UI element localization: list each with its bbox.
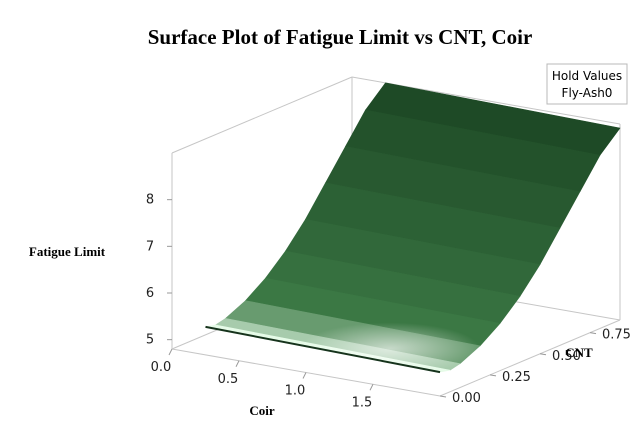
x-tick xyxy=(235,360,240,367)
z-tick-label: 8 xyxy=(146,193,154,208)
y-tick-label: 0.00 xyxy=(452,391,481,406)
axis-ticks: 5 6 7 8 0.0 0.5 1.0 1.5 0.00 0.25 0.50 0.75 xyxy=(146,193,631,411)
y-tick xyxy=(489,374,497,377)
box-edge-left-top xyxy=(171,76,353,154)
x-axis-label: Coir xyxy=(249,403,275,418)
z-axis-label: Fatigue Limit xyxy=(29,244,106,259)
x-tick-label: 0.5 xyxy=(218,372,239,387)
hold-values-heading: Hold Values xyxy=(552,69,622,83)
z-tick-label: 7 xyxy=(146,239,154,254)
x-tick-label: 0.0 xyxy=(151,360,172,375)
y-tick xyxy=(539,353,547,356)
hold-values-entry: Fly-Ash0 xyxy=(562,86,613,100)
y-tick xyxy=(589,332,597,335)
x-tick xyxy=(168,348,173,356)
surface xyxy=(205,82,621,375)
x-tick-label: 1.0 xyxy=(285,384,306,399)
y-tick-label: 0.50 xyxy=(552,349,581,364)
x-tick xyxy=(302,372,307,379)
z-tick-label: 6 xyxy=(146,286,154,301)
x-tick-label: 1.5 xyxy=(352,395,373,410)
hold-values-box: Hold Values Fly-Ash0 xyxy=(546,63,628,105)
y-tick-label: 0.75 xyxy=(602,328,631,343)
surface-highlight xyxy=(299,322,480,375)
y-tick xyxy=(439,395,447,398)
x-tick xyxy=(369,384,374,391)
y-tick-label: 0.25 xyxy=(502,370,531,385)
chart-title: Surface Plot of Fatigue Limit vs CNT, Co… xyxy=(148,25,533,49)
y-axis-label: CNT xyxy=(565,345,593,360)
z-tick-label: 5 xyxy=(146,333,154,348)
surface-front-edge xyxy=(205,325,441,374)
